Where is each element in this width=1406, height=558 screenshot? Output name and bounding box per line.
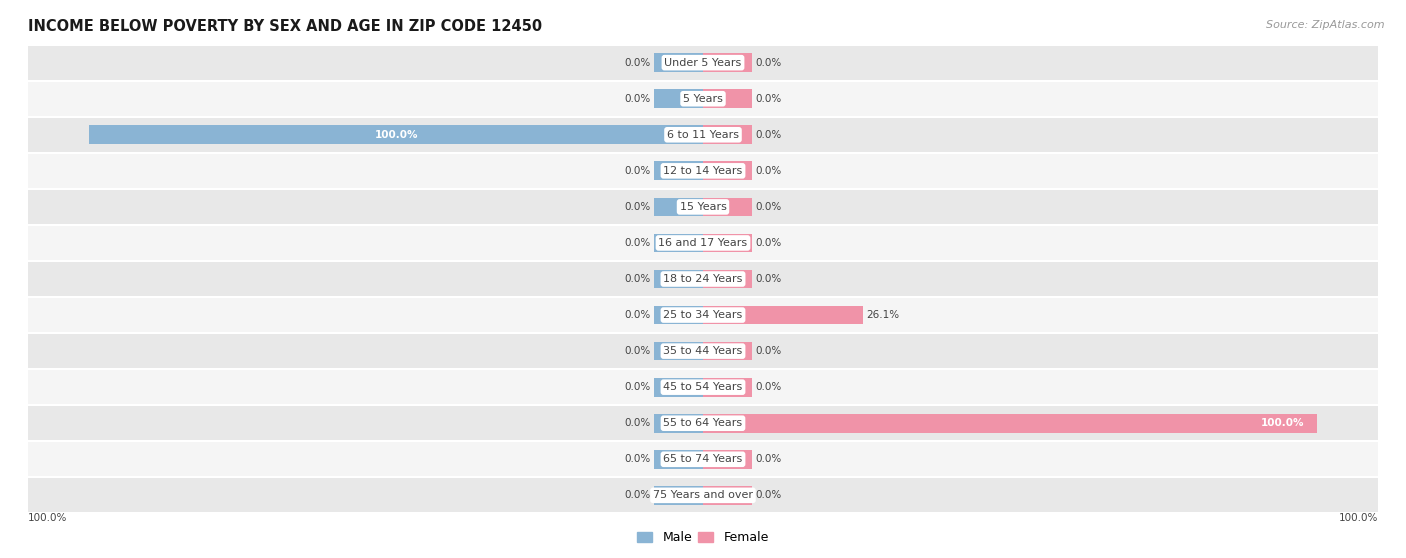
Bar [28,153,1378,189]
Text: 0.0%: 0.0% [624,94,651,104]
Text: 0.0%: 0.0% [755,238,782,248]
Text: 6 to 11 Years: 6 to 11 Years [666,130,740,140]
Text: Source: ZipAtlas.com: Source: ZipAtlas.com [1267,20,1385,30]
Bar [28,81,1378,117]
Text: 75 Years and over: 75 Years and over [652,490,754,501]
Bar [703,450,752,469]
Bar [28,441,1378,477]
Text: Under 5 Years: Under 5 Years [665,57,741,68]
Text: 25 to 34 Years: 25 to 34 Years [664,310,742,320]
Text: 0.0%: 0.0% [755,346,782,356]
Bar [654,89,703,108]
Text: 0.0%: 0.0% [755,94,782,104]
Bar [703,486,752,504]
Text: 0.0%: 0.0% [624,238,651,248]
Bar [28,45,1378,81]
Text: 0.0%: 0.0% [624,166,651,176]
Bar [654,450,703,469]
Bar [703,341,752,360]
Bar [28,369,1378,405]
Text: 0.0%: 0.0% [624,57,651,68]
Bar [703,234,752,252]
Text: 0.0%: 0.0% [755,57,782,68]
Text: 0.0%: 0.0% [755,490,782,501]
Text: 15 Years: 15 Years [679,202,727,212]
Text: INCOME BELOW POVERTY BY SEX AND AGE IN ZIP CODE 12450: INCOME BELOW POVERTY BY SEX AND AGE IN Z… [28,19,543,33]
Bar [654,234,703,252]
Bar [654,306,703,324]
Bar [654,378,703,397]
Text: 0.0%: 0.0% [755,166,782,176]
Text: 5 Years: 5 Years [683,94,723,104]
Text: 0.0%: 0.0% [624,274,651,284]
Bar [703,306,863,324]
Bar [654,270,703,288]
Bar [654,414,703,432]
Text: 0.0%: 0.0% [755,202,782,212]
Text: 0.0%: 0.0% [624,418,651,428]
Bar [703,198,752,217]
Bar [28,261,1378,297]
Text: 0.0%: 0.0% [755,274,782,284]
Text: 100.0%: 100.0% [374,130,418,140]
Bar [654,486,703,504]
Text: 0.0%: 0.0% [624,454,651,464]
Text: 12 to 14 Years: 12 to 14 Years [664,166,742,176]
Bar [703,89,752,108]
Text: 0.0%: 0.0% [755,130,782,140]
Bar [28,477,1378,513]
Bar [28,225,1378,261]
Bar [90,126,703,144]
Bar [654,341,703,360]
Text: 0.0%: 0.0% [624,202,651,212]
Bar [703,414,1316,432]
Bar [654,198,703,217]
Bar [28,405,1378,441]
Bar [28,117,1378,153]
Text: 35 to 44 Years: 35 to 44 Years [664,346,742,356]
Text: 100.0%: 100.0% [1339,513,1378,523]
Bar [703,161,752,180]
Bar [703,378,752,397]
Bar [703,54,752,72]
Text: 100.0%: 100.0% [28,513,67,523]
Text: 0.0%: 0.0% [624,346,651,356]
Bar [703,270,752,288]
Text: 100.0%: 100.0% [1261,418,1305,428]
Text: 45 to 54 Years: 45 to 54 Years [664,382,742,392]
Text: 65 to 74 Years: 65 to 74 Years [664,454,742,464]
Text: 18 to 24 Years: 18 to 24 Years [664,274,742,284]
Text: 0.0%: 0.0% [624,382,651,392]
Text: 0.0%: 0.0% [755,454,782,464]
Text: 0.0%: 0.0% [755,382,782,392]
Bar [654,54,703,72]
Legend: Male, Female: Male, Female [633,526,773,549]
Bar [28,189,1378,225]
Bar [654,161,703,180]
Bar [28,333,1378,369]
Text: 0.0%: 0.0% [624,310,651,320]
Text: 0.0%: 0.0% [624,490,651,501]
Bar [703,126,752,144]
Text: 55 to 64 Years: 55 to 64 Years [664,418,742,428]
Bar [28,297,1378,333]
Text: 16 and 17 Years: 16 and 17 Years [658,238,748,248]
Text: 26.1%: 26.1% [866,310,900,320]
